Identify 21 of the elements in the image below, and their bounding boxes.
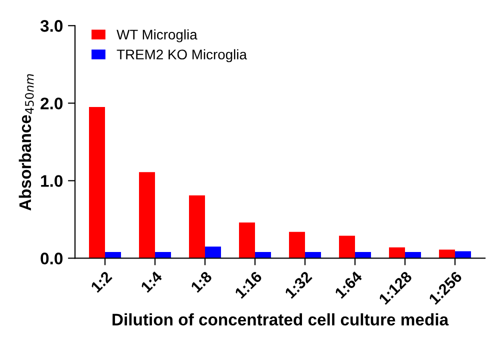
- legend-label: WT Microglia: [116, 29, 198, 42]
- x-tick-label: 1:4: [140, 270, 163, 293]
- y-tick-label: 3.0: [40, 20, 63, 32]
- y-tick-label: 2.0: [40, 98, 63, 110]
- bar: [439, 250, 455, 258]
- y-axis-title: Absorbance$_{450nm}$: [18, 74, 34, 211]
- bar: [289, 232, 305, 258]
- bar: [205, 246, 221, 258]
- x-tick-label: 1:2: [90, 270, 112, 293]
- x-axis-title: Dilution of concentrated cell culture media: [112, 313, 449, 326]
- bar: [455, 251, 471, 258]
- legend-label: TREM2 KO Microglia: [116, 49, 247, 62]
- bar: [239, 222, 255, 258]
- y-tick-label: 0.0: [40, 252, 63, 264]
- bar: [339, 236, 355, 258]
- bar: [139, 172, 155, 258]
- y-tick-label: 1.0: [41, 175, 63, 187]
- bar: [189, 195, 205, 258]
- bar: [89, 107, 105, 258]
- bar: [389, 247, 405, 258]
- x-tick-label: 1:8: [190, 270, 213, 293]
